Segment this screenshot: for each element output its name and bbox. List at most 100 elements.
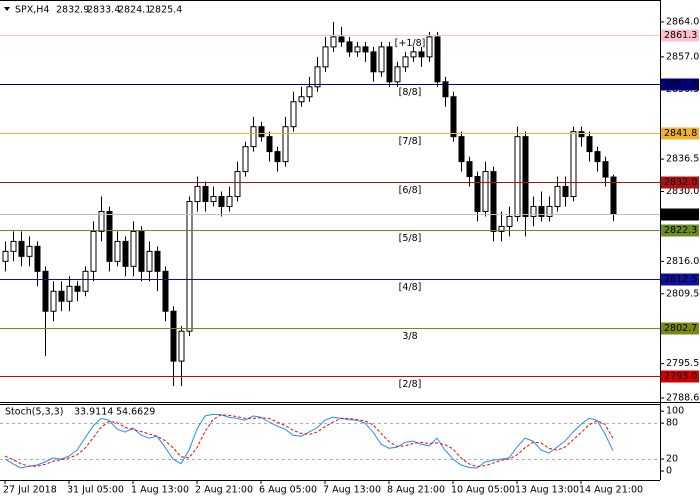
candle-body xyxy=(466,161,473,178)
x-tick-label: 10 Aug 05:00 xyxy=(451,485,515,496)
candle-body xyxy=(194,186,201,202)
level-price-label: 2832.0 xyxy=(664,177,697,188)
candle-body xyxy=(562,186,569,198)
last-open: 2832.9 xyxy=(56,5,89,16)
candle-body xyxy=(498,225,505,232)
candle-body xyxy=(178,330,185,362)
murrey-level-name: [5/8] xyxy=(399,233,422,244)
x-tick-label: 6 Aug 05:00 xyxy=(259,485,317,496)
candle-body xyxy=(218,196,225,207)
last-close: 2825.4 xyxy=(149,5,182,16)
candle-body xyxy=(170,310,177,362)
candle-body xyxy=(306,86,313,98)
y-tick-label: 2864.0 xyxy=(666,16,699,27)
candle-body xyxy=(282,126,289,163)
candle-body xyxy=(82,270,89,292)
level-price-box xyxy=(661,78,699,91)
candle-body xyxy=(58,290,65,302)
stoch-main-value: 33.9114 xyxy=(74,407,113,418)
candle-body xyxy=(106,210,113,262)
candle-body xyxy=(50,290,57,312)
candle-body xyxy=(354,46,361,53)
candle-body xyxy=(346,41,353,53)
candle-body xyxy=(298,96,305,103)
candle-body xyxy=(162,270,169,312)
candle-body xyxy=(154,250,161,272)
candle-body xyxy=(234,171,241,198)
candle-body xyxy=(138,230,145,272)
candle-body xyxy=(514,136,521,217)
level-price-label: 2812.5 xyxy=(664,274,697,285)
candle-body xyxy=(490,171,497,232)
candle-body xyxy=(330,36,337,48)
candle-body xyxy=(18,240,25,257)
y-tick-label: 2788.6 xyxy=(666,393,699,404)
y-tick-label: 2857.0 xyxy=(666,51,699,62)
candle-body xyxy=(210,196,217,202)
candle-body xyxy=(538,205,545,217)
level-price-label: 2822.3 xyxy=(664,225,697,236)
candle-body xyxy=(410,51,417,58)
candle-body xyxy=(386,46,393,83)
symbol-title: SPX,H4 xyxy=(15,5,49,16)
candle-body xyxy=(586,136,593,153)
candle-body xyxy=(522,136,529,217)
y-tick-label: 2795.5 xyxy=(666,358,699,369)
candle-body xyxy=(418,51,425,58)
candle-body xyxy=(42,270,49,312)
level-price-label: 2841.8 xyxy=(664,128,697,139)
candle-body xyxy=(274,151,281,163)
y-tick-label: 2809.5 xyxy=(666,288,699,299)
x-tick-label: 13 Aug 13:00 xyxy=(515,485,579,496)
candle-body xyxy=(314,66,321,88)
candle-body xyxy=(90,230,97,272)
candle-body xyxy=(474,176,481,212)
indicator-title: Stoch(5,3,3) xyxy=(5,407,63,418)
candle-body xyxy=(66,285,73,302)
murrey-level-name: [8/8] xyxy=(399,87,422,98)
x-tick-label: 7 Aug 13:00 xyxy=(323,485,381,496)
level-price-box xyxy=(661,273,699,286)
y-tick-label: 0 xyxy=(666,466,672,477)
stoch-line xyxy=(4,413,614,469)
candle-body xyxy=(602,161,609,178)
candle-body xyxy=(74,285,81,292)
candle-body xyxy=(10,240,17,252)
stoch-signal-value: 54.6629 xyxy=(116,407,155,418)
candle-body xyxy=(226,196,233,207)
candle-body xyxy=(554,186,561,207)
candle-body xyxy=(450,96,457,138)
level-price-label: 2793.0 xyxy=(664,371,697,382)
candle-body xyxy=(426,36,433,58)
candle-body xyxy=(242,146,249,173)
level-price-box xyxy=(661,224,699,237)
candle-body xyxy=(26,245,33,257)
candle-body xyxy=(98,210,105,232)
level-price-box xyxy=(661,29,699,42)
y-tick-label: 2830.0 xyxy=(666,186,699,197)
last-low: 2824.1 xyxy=(118,5,151,16)
level-price-box xyxy=(661,127,699,140)
candle-body xyxy=(394,66,401,83)
y-tick-label: 20 xyxy=(666,454,678,465)
murrey-level-name: [2/8] xyxy=(399,379,422,390)
candle-body xyxy=(338,36,345,43)
murrey-level-name: [4/8] xyxy=(399,282,422,293)
menu-arrow[interactable] xyxy=(4,7,10,11)
x-tick-label: 14 Aug 21:00 xyxy=(579,485,643,496)
last-high: 2833.4 xyxy=(87,5,120,16)
candle-body xyxy=(290,101,297,128)
stoch-line xyxy=(4,414,614,468)
candle-body xyxy=(546,205,553,217)
x-tick-label: 31 Jul 05:00 xyxy=(67,485,124,496)
murrey-level-name: 3/8 xyxy=(402,331,417,342)
murrey-level-name: [7/8] xyxy=(399,136,422,147)
candle-body xyxy=(114,240,121,262)
candle-body xyxy=(482,171,489,212)
candle-body xyxy=(202,186,209,202)
candle-body xyxy=(570,131,577,198)
y-tick-label: 2836.5 xyxy=(666,154,699,165)
level-price-box xyxy=(661,370,699,383)
